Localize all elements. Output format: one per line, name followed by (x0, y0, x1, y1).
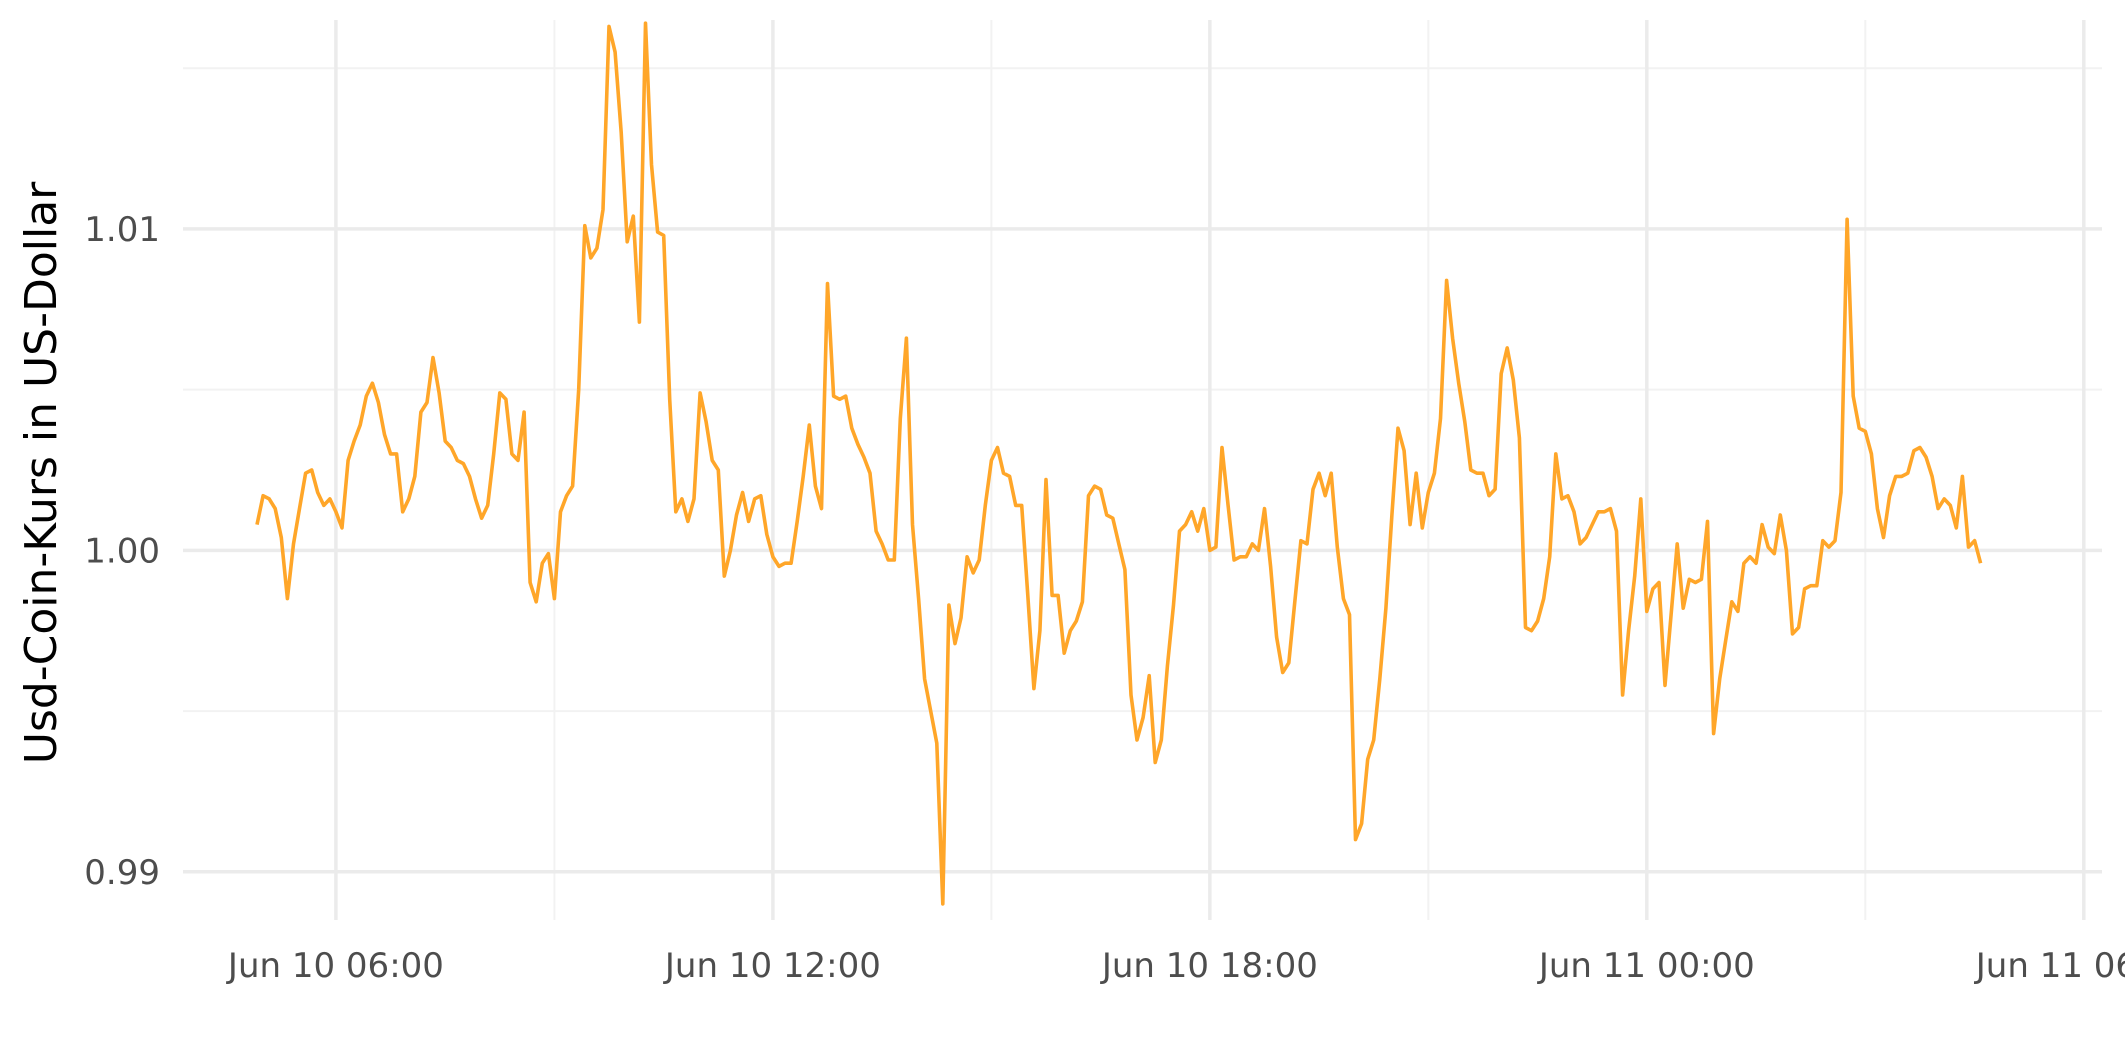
series-layer (255, 21, 1983, 906)
x-tick-label: Jun 11 06:00 (1974, 946, 2125, 986)
y-tick-label: 1.01 (84, 210, 160, 250)
major-gridlines-x (334, 20, 2086, 920)
minor-gridlines-y (183, 67, 2102, 713)
y-axis-tick-labels: 0.99 1.00 1.01 (84, 210, 160, 893)
x-axis-tick-labels: Jun 10 06:00 Jun 10 12:00 Jun 10 18:00 Jun … (226, 946, 2125, 986)
y-tick-label: 0.99 (84, 853, 160, 893)
x-tick-label: Jun 11 00:00 (1537, 946, 1755, 986)
x-tick-label: Jun 10 12:00 (663, 946, 881, 986)
major-gridlines-y (183, 227, 2102, 874)
y-tick-label: 1.00 (84, 531, 160, 571)
series-line (255, 21, 1983, 906)
x-tick-label: Jun 10 18:00 (1100, 946, 1318, 986)
x-tick-label: Jun 10 06:00 (226, 946, 444, 986)
y-axis-title: Usd-Coin-Kurs in US-Dollar (16, 181, 67, 764)
